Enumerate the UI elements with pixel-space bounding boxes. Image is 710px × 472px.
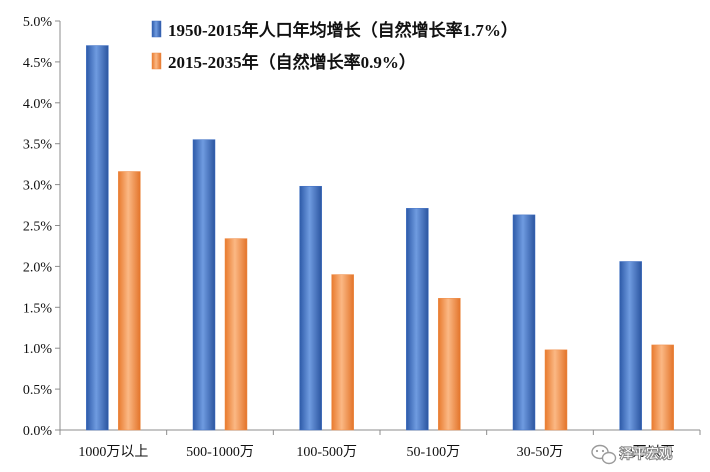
bar-series-2 — [224, 238, 248, 431]
legend-swatch-2 — [151, 52, 162, 70]
x-tick-label: 1000万以上 — [78, 444, 148, 460]
x-tick-label: 100-500万 — [296, 445, 357, 460]
y-tick-label: 4.5% — [23, 56, 53, 71]
watermark: 泽平宏观 — [591, 444, 673, 465]
y-tick-label: 1.5% — [23, 301, 53, 316]
y-tick-label: 2.5% — [23, 220, 53, 235]
bar-series-1 — [619, 261, 642, 431]
y-tick-label: 1.0% — [23, 342, 53, 357]
bar-series-2 — [331, 274, 354, 431]
x-tick-label: 50-100万 — [406, 445, 460, 460]
bar-series-1 — [512, 214, 536, 431]
wechat-icon — [591, 444, 617, 465]
legend-label-1: 1950-2015年人口年均增长（自然增长率1.7%） — [168, 20, 518, 40]
legend-label-2: 2015-2035年（自然增长率0.9%） — [168, 52, 416, 72]
bar-series-1 — [192, 139, 216, 431]
x-tick-label: 30万以下 — [619, 445, 675, 460]
y-tick-label: 3.5% — [23, 138, 53, 153]
legend-swatch-1 — [151, 20, 162, 38]
legend: 1950-2015年人口年均增长（自然增长率1.7%） 2015-2035年（自然… — [151, 20, 518, 72]
bar-series-1 — [86, 45, 109, 431]
axes: 0.0% 0.5% 1.0% 1.5% 2.0% 2.5% 3.0% 3.5% 4.0% 4.5%… — [23, 15, 701, 460]
y-tick-label: 2.0% — [23, 260, 53, 275]
x-tick-label: 30-50万 — [517, 445, 564, 460]
bar-series-2 — [651, 344, 674, 431]
bar-series-1 — [299, 185, 322, 431]
bar-series-2 — [118, 171, 141, 431]
watermark-text: 泽平宏观 — [620, 447, 672, 462]
y-tick-label: 3.0% — [23, 179, 53, 194]
bars — [86, 45, 674, 431]
y-tick-label: 0.0% — [23, 424, 53, 439]
y-tick-label: 0.5% — [23, 383, 53, 398]
bar-series-2 — [544, 349, 568, 431]
y-tick-label: 4.0% — [23, 97, 53, 112]
bar-series-2 — [438, 298, 461, 431]
bar-series-1 — [406, 208, 429, 431]
y-tick-label: 5.0% — [23, 15, 53, 30]
x-tick-label: 500-1000万 — [186, 445, 254, 460]
